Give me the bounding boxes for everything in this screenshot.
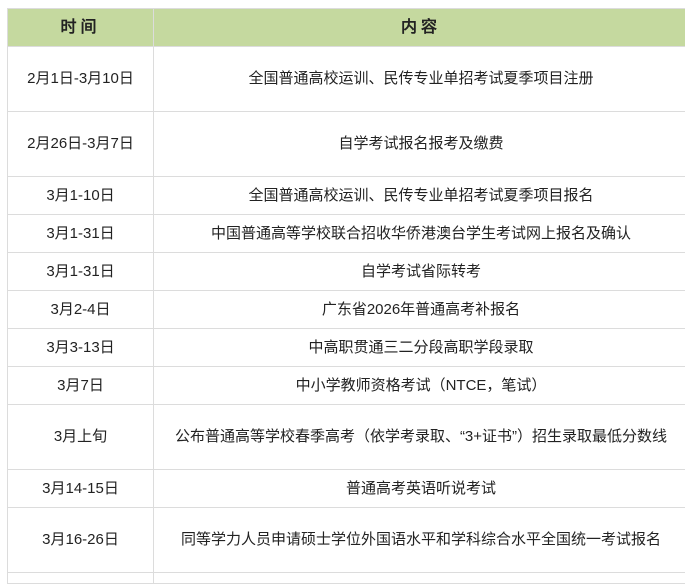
table-row: 3月1-10日全国普通高校运训、民传专业单招考试夏季项目报名: [8, 177, 685, 215]
table-row: 3月16-26日同等学力人员申请硕士学位外国语水平和学科综合水平全国统一考试报名: [8, 508, 685, 573]
time-cell: 3月16-26日: [8, 508, 154, 573]
time-cell: 3月1-31日: [8, 215, 154, 253]
content-cell: 中高职贯通三二分段高职学段录取: [154, 329, 685, 367]
time-cell: 3月3-13日: [8, 329, 154, 367]
table-row: 3月2-4日广东省2026年普通高考补报名: [8, 291, 685, 329]
header-row: 时间 内容: [8, 9, 685, 47]
content-cell: [154, 573, 685, 584]
table-row: 3月3-13日中高职贯通三二分段高职学段录取: [8, 329, 685, 367]
table-row: 3月7日中小学教师资格考试（NTCE，笔试）: [8, 367, 685, 405]
content-cell: 全国普通高校运训、民传专业单招考试夏季项目注册: [154, 47, 685, 112]
header-content: 内容: [154, 9, 685, 47]
content-cell: 自学考试省际转考: [154, 253, 685, 291]
time-cell: 3月1-10日: [8, 177, 154, 215]
content-cell: 中国普通高等学校联合招收华侨港澳台学生考试网上报名及确认: [154, 215, 685, 253]
time-cell: 3月7日: [8, 367, 154, 405]
content-cell: 公布普通高等学校春季高考（依学考录取、“3+证书”）招生录取最低分数线: [154, 405, 685, 470]
content-cell: 自学考试报名报考及缴费: [154, 112, 685, 177]
time-cell: 3月2-4日: [8, 291, 154, 329]
table-row: 3月1-31日中国普通高等学校联合招收华侨港澳台学生考试网上报名及确认: [8, 215, 685, 253]
content-cell: 中小学教师资格考试（NTCE，笔试）: [154, 367, 685, 405]
content-cell: 普通高考英语听说考试: [154, 470, 685, 508]
time-cell: 3月上旬: [8, 405, 154, 470]
time-cell: 3月1-31日: [8, 253, 154, 291]
table-row: 2月26日-3月7日自学考试报名报考及缴费: [8, 112, 685, 177]
time-cell: 3月14-15日: [8, 470, 154, 508]
table-row: 3月14-15日普通高考英语听说考试: [8, 470, 685, 508]
content-cell: 全国普通高校运训、民传专业单招考试夏季项目报名: [154, 177, 685, 215]
time-cell: [8, 573, 154, 584]
header-time: 时间: [8, 9, 154, 47]
content-cell: 广东省2026年普通高考补报名: [154, 291, 685, 329]
content-cell: 同等学力人员申请硕士学位外国语水平和学科综合水平全国统一考试报名: [154, 508, 685, 573]
table-row-partial: [8, 573, 685, 584]
table-row: 3月上旬公布普通高等学校春季高考（依学考录取、“3+证书”）招生录取最低分数线: [8, 405, 685, 470]
table-row: 3月1-31日自学考试省际转考: [8, 253, 685, 291]
time-cell: 2月1日-3月10日: [8, 47, 154, 112]
table-row: 2月1日-3月10日全国普通高校运训、民传专业单招考试夏季项目注册: [8, 47, 685, 112]
time-cell: 2月26日-3月7日: [8, 112, 154, 177]
